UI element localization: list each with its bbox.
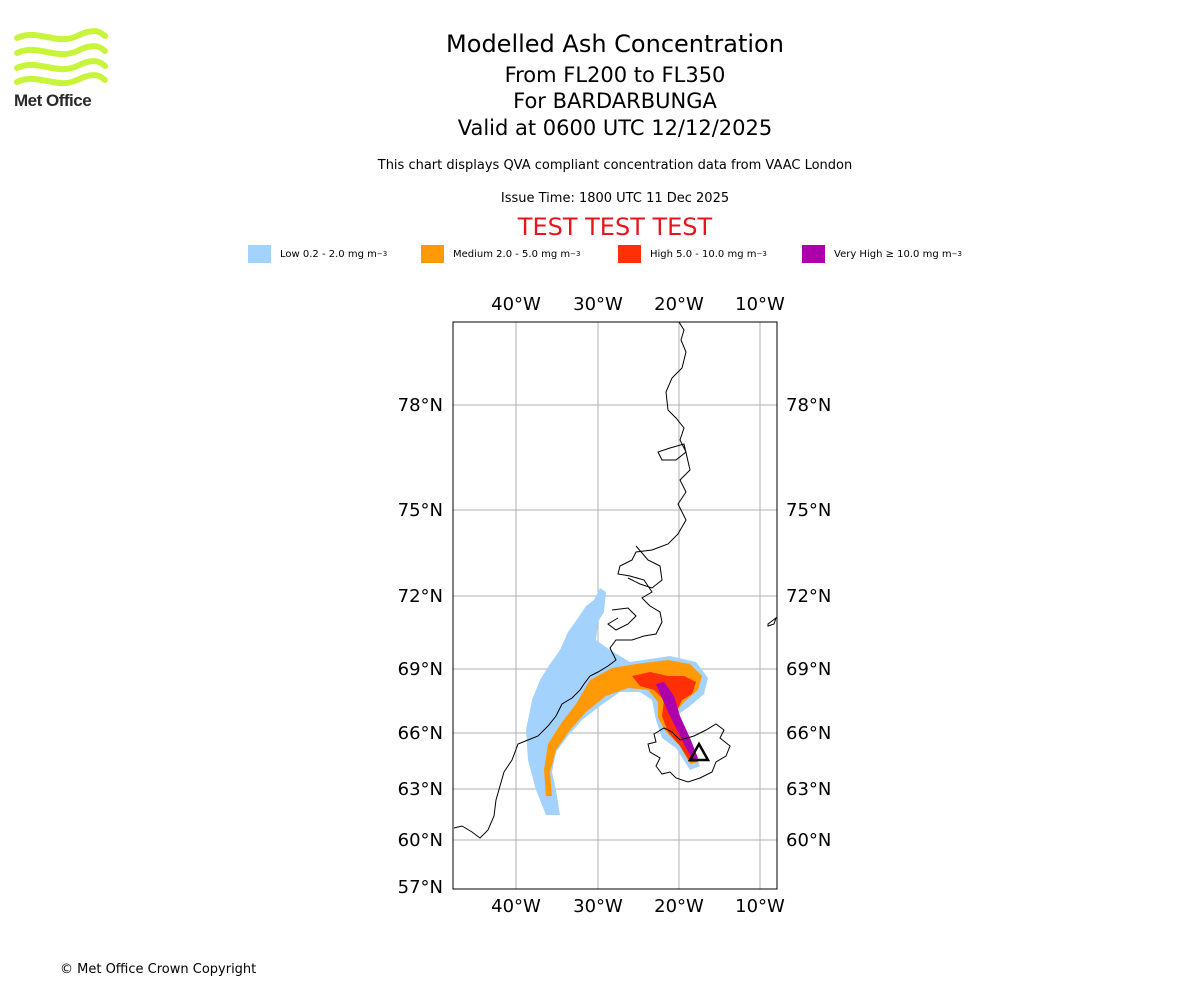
lat-labels-left: 78°N 75°N 72°N 69°N 66°N 63°N 60°N 57°N	[398, 395, 443, 898]
logo-text: Met Office	[14, 91, 92, 110]
lat-label-right-72n: 72°N	[786, 586, 831, 607]
legend-label-very-high: Very High ≥ 10.0 mg m	[834, 248, 952, 260]
lon-label-bottom-30w: 30°W	[573, 896, 623, 917]
lon-label-bottom-10w: 10°W	[735, 896, 785, 917]
lon-label-top-30w: 30°W	[573, 294, 623, 315]
legend-swatch-very-high	[802, 245, 825, 263]
legend-medium: Medium 2.0 - 5.0 mg m −3	[421, 244, 580, 264]
ash-low-area	[526, 588, 708, 815]
legend-sup-very-high: −3	[951, 250, 962, 258]
fjord-detail-2	[607, 607, 637, 631]
map-gridlines	[453, 322, 777, 889]
legend-low: Low 0.2 - 2.0 mg m −3	[248, 244, 387, 264]
issue-time: Issue Time: 1800 UTC 11 Dec 2025	[500, 191, 730, 206]
legend-label-low: Low 0.2 - 2.0 mg m	[280, 248, 377, 260]
lat-label-left-66n: 66°N	[398, 723, 443, 744]
legend-high: High 5.0 - 10.0 mg m −3	[618, 244, 767, 264]
iceland-coast	[647, 723, 731, 783]
legend-very-high: Very High ≥ 10.0 mg m −3	[802, 244, 962, 264]
lon-label-top-40w: 40°W	[491, 294, 541, 315]
lat-label-right-78n: 78°N	[786, 395, 831, 416]
lat-label-left-57n: 57°N	[398, 877, 443, 898]
fjord-detail-1	[627, 545, 663, 589]
greenland-coast	[453, 321, 691, 839]
lat-labels-right: 78°N 75°N 72°N 69°N 66°N 63°N 60°N	[786, 395, 831, 851]
coastlines	[453, 321, 777, 839]
copyright: © Met Office Crown Copyright	[60, 962, 257, 977]
lat-label-left-60n: 60°N	[398, 830, 443, 851]
lon-label-top-10w: 10°W	[735, 294, 785, 315]
test-banner: TEST TEST TEST	[517, 213, 713, 241]
lat-label-right-66n: 66°N	[786, 723, 831, 744]
map-frame	[452, 321, 778, 890]
volcano-marker	[687, 741, 711, 762]
lat-label-right-69n: 69°N	[786, 659, 831, 680]
svalbard-fragment	[767, 616, 777, 627]
flight-levels: From FL200 to FL350	[504, 63, 726, 87]
lat-label-left-75n: 75°N	[398, 500, 443, 521]
lon-label-top-20w: 20°W	[654, 294, 704, 315]
lon-label-bottom-20w: 20°W	[654, 896, 704, 917]
legend-swatch-medium	[421, 245, 444, 263]
lat-label-right-60n: 60°N	[786, 830, 831, 851]
volcano-name: For BARDARBUNGA	[513, 89, 717, 113]
chart-title: Modelled Ash Concentration	[446, 30, 784, 58]
lon-label-bottom-40w: 40°W	[491, 896, 541, 917]
lat-label-right-75n: 75°N	[786, 500, 831, 521]
legend-swatch-high	[618, 245, 641, 263]
legend-label-high: High 5.0 - 10.0 mg m	[650, 248, 757, 260]
legend-swatch-low	[248, 245, 271, 263]
lat-label-left-72n: 72°N	[398, 586, 443, 607]
lat-label-right-63n: 63°N	[786, 779, 831, 800]
valid-time: Valid at 0600 UTC 12/12/2025	[457, 116, 773, 140]
lat-label-left-63n: 63°N	[398, 779, 443, 800]
lat-label-left-69n: 69°N	[398, 659, 443, 680]
lon-labels-top: 40°W 30°W 20°W 10°W	[491, 294, 785, 315]
met-office-logo	[14, 28, 108, 87]
chart-subtitle: This chart displays QVA compliant concen…	[377, 158, 853, 173]
ash-very-high-area	[656, 682, 698, 762]
lon-labels-bottom: 40°W 30°W 20°W 10°W	[491, 896, 785, 917]
legend-sup-high: −3	[756, 250, 767, 258]
legend-sup-low: −3	[376, 250, 388, 258]
lat-label-left-78n: 78°N	[398, 395, 443, 416]
legend-sup-medium: −3	[570, 250, 581, 258]
legend-label-medium: Medium 2.0 - 5.0 mg m	[453, 248, 571, 260]
